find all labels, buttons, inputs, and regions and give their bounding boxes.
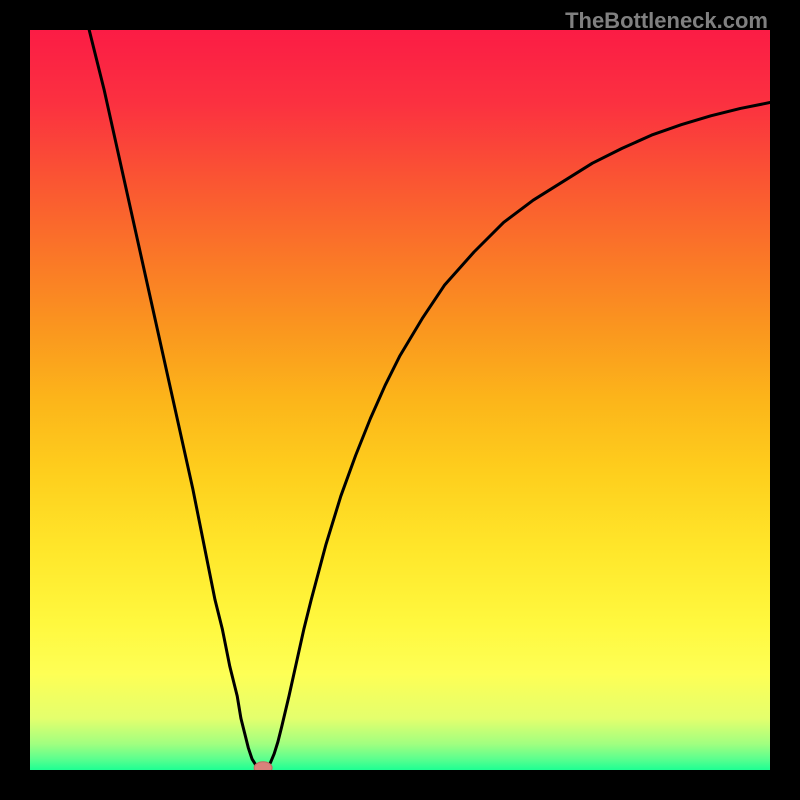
chart-container: TheBottleneck.com xyxy=(0,0,800,800)
curve-layer xyxy=(30,30,770,770)
plot-area xyxy=(30,30,770,770)
minimum-marker xyxy=(254,762,272,770)
bottleneck-curve xyxy=(89,30,770,769)
